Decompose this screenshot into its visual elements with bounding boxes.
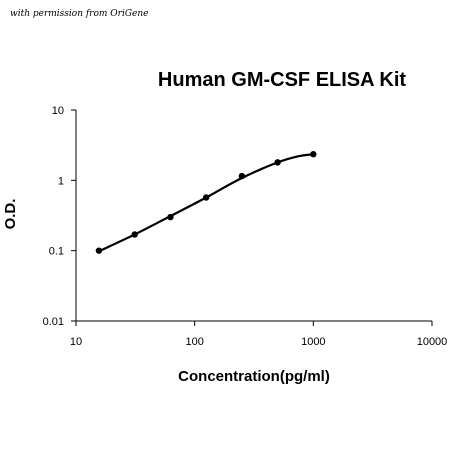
x-axis-label: Concentration(pg/ml) xyxy=(178,368,330,385)
data-points xyxy=(95,151,317,254)
data-point xyxy=(95,247,103,254)
data-point xyxy=(274,159,281,166)
fit-curve xyxy=(98,153,314,253)
permission-credit: with permission from OriGene xyxy=(10,9,149,19)
chart-title: Human GM-CSF ELISA Kit xyxy=(158,69,406,91)
axes xyxy=(71,109,433,326)
x-tick-label: 100 xyxy=(185,336,203,348)
data-point xyxy=(167,213,174,221)
y-tick-label: 1 xyxy=(58,175,64,187)
data-point xyxy=(202,194,210,201)
data-point xyxy=(238,172,246,180)
y-tick-label: 10 xyxy=(52,105,64,117)
x-tick-label: 10000 xyxy=(417,336,448,348)
data-point xyxy=(131,231,138,238)
tick-labels: 10 100 1000 10000 0.01 0.1 1 10 xyxy=(43,105,448,348)
y-axis-label: O.D. xyxy=(2,199,19,230)
x-tick-label: 10 xyxy=(70,336,82,348)
y-tick-label: 0.01 xyxy=(43,316,64,328)
y-tick-label: 0.1 xyxy=(49,246,64,258)
x-tick-label: 1000 xyxy=(301,336,325,348)
data-point xyxy=(310,151,317,158)
